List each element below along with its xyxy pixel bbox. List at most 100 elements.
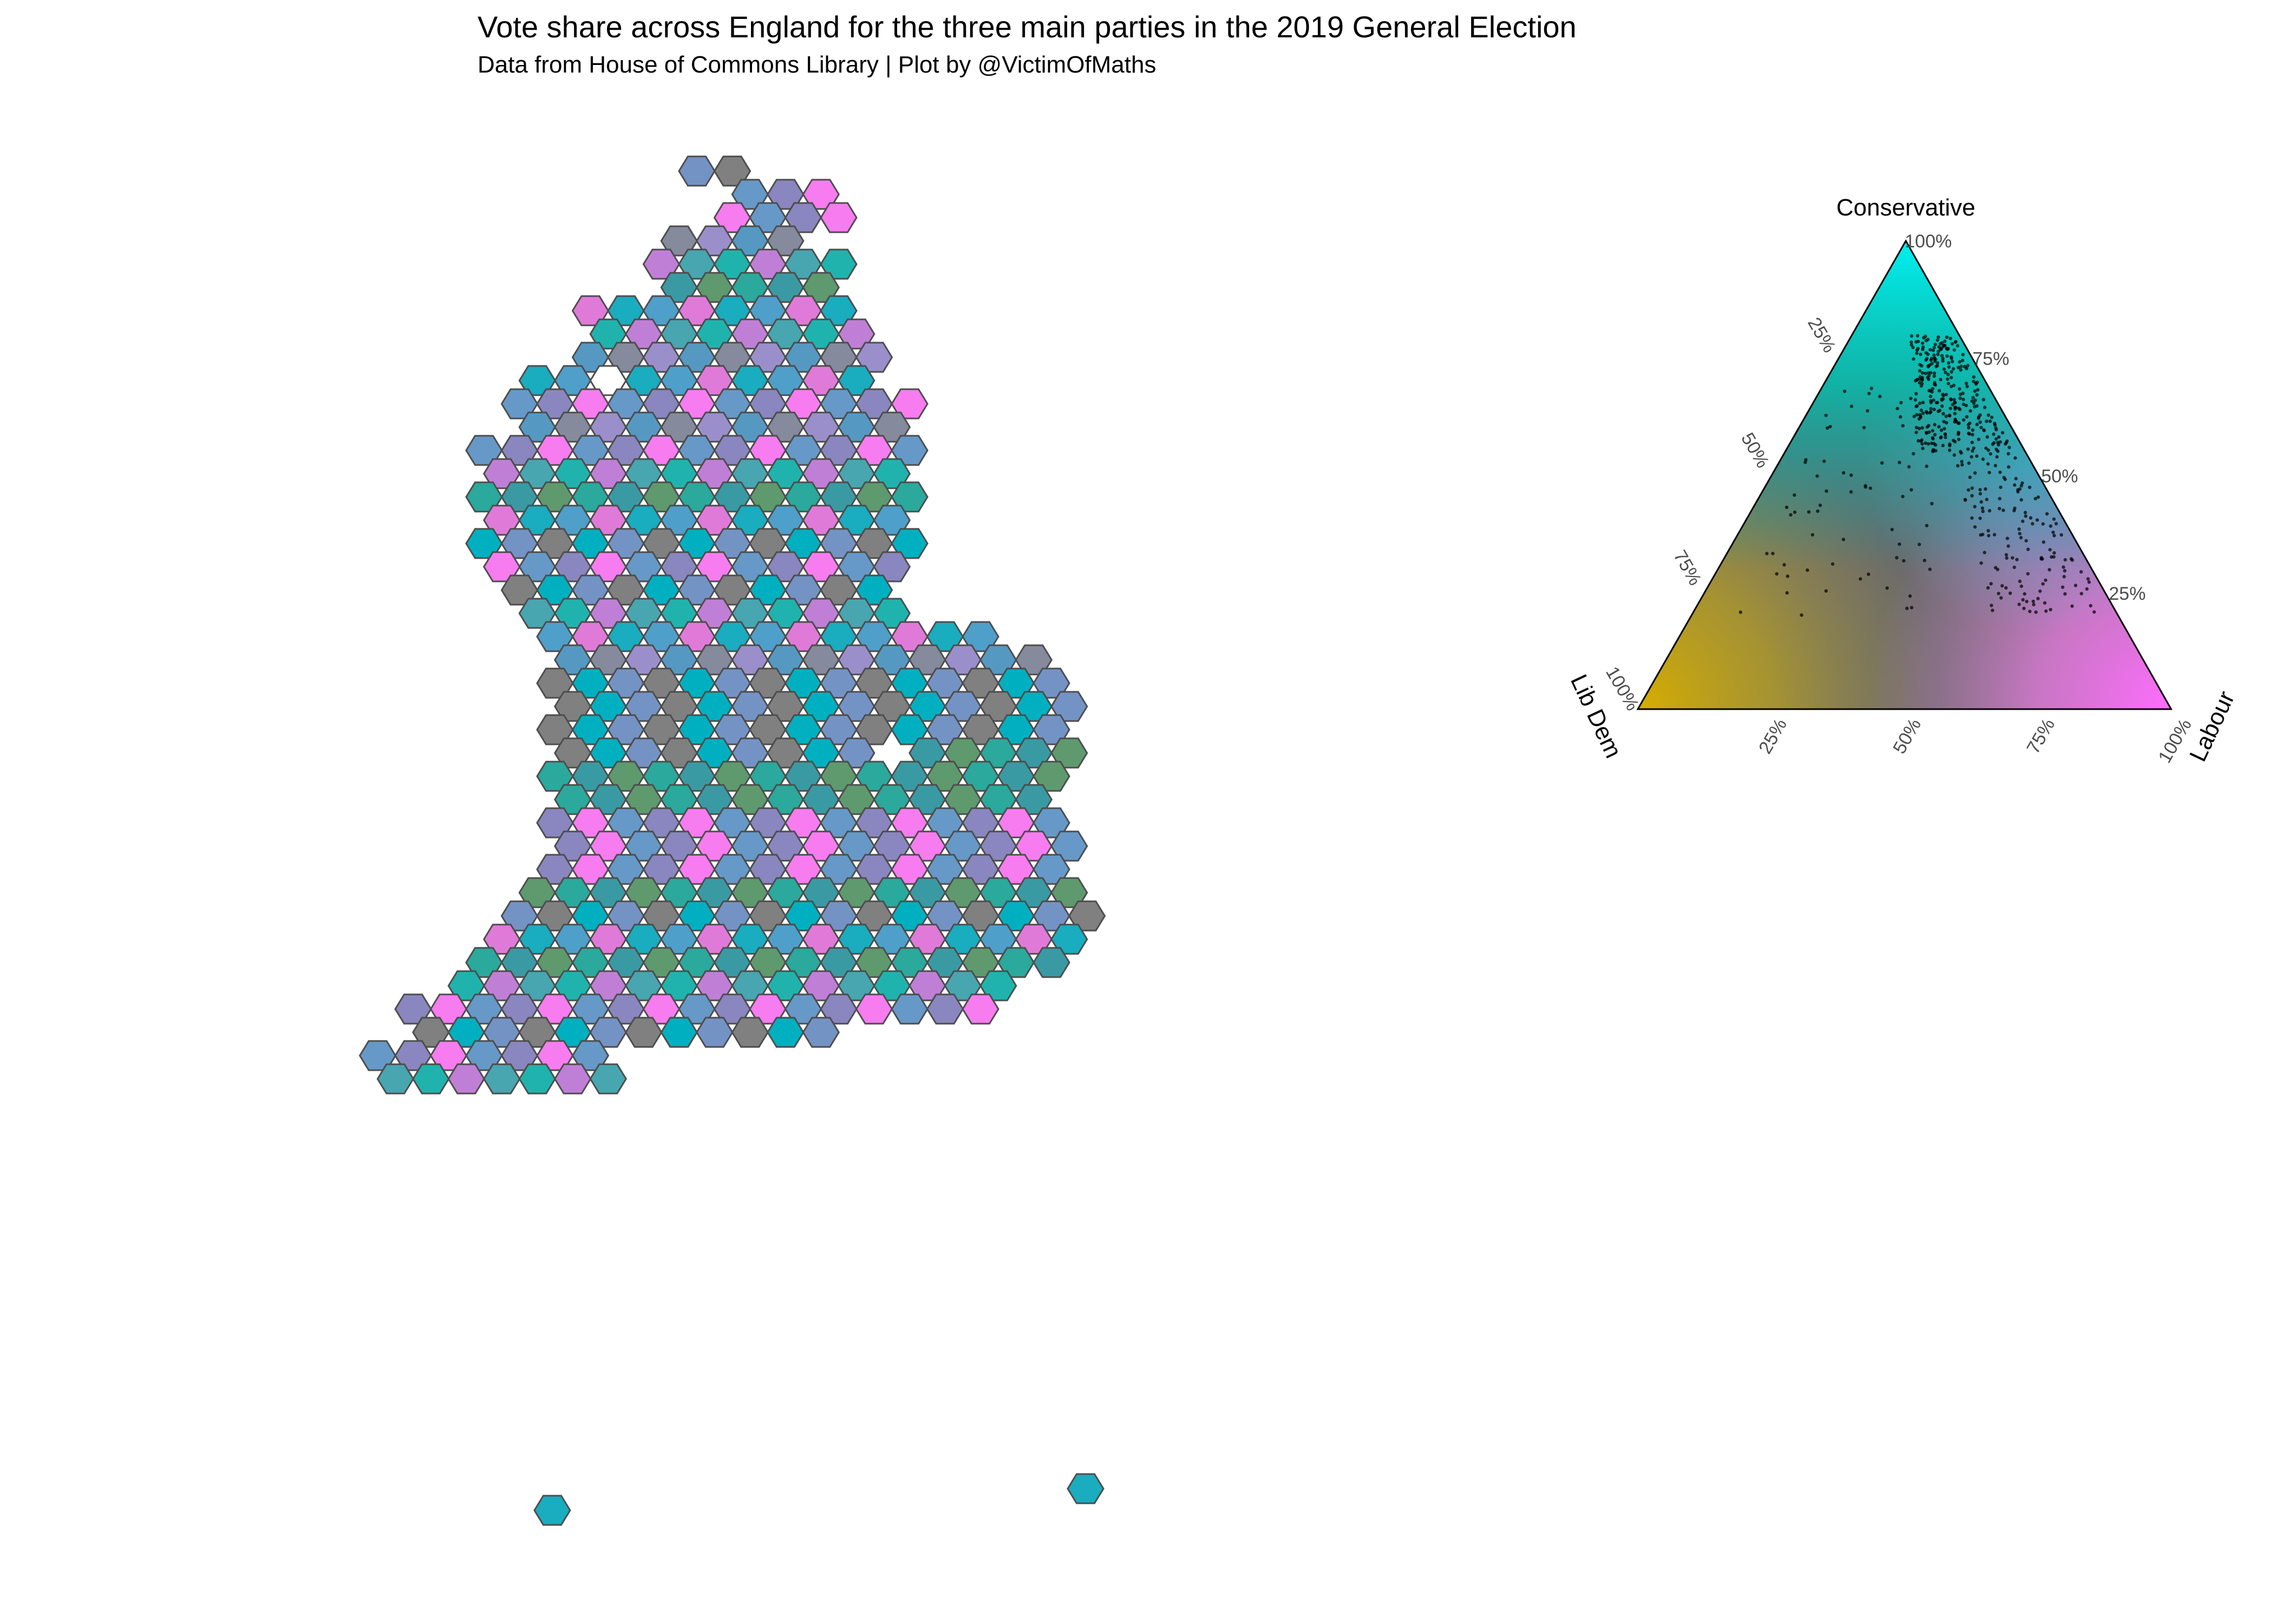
ternary-point xyxy=(1968,421,1972,425)
ternary-point xyxy=(2017,603,2021,606)
ternary-point xyxy=(1866,572,1871,577)
ternary-point xyxy=(1943,432,1947,436)
ternary-point xyxy=(2007,446,2011,449)
ternary-point xyxy=(1944,414,1948,418)
ternary-point xyxy=(1956,464,1960,468)
ternary-point xyxy=(1936,350,1940,353)
ternary-point xyxy=(1924,358,1928,362)
ternary-point xyxy=(1771,552,1775,555)
ternary-point xyxy=(2086,577,2090,581)
ternary-point xyxy=(2024,514,2028,518)
ternary-point xyxy=(1935,364,1939,368)
ternary-point xyxy=(2020,484,2023,488)
ternary-point xyxy=(1925,523,1929,528)
ternary-point xyxy=(1931,387,1935,391)
ternary-point xyxy=(1927,424,1931,428)
ternary-point xyxy=(1966,447,1970,451)
ternary-point xyxy=(1930,362,1934,365)
ternary-point xyxy=(1913,398,1917,402)
ternary-point xyxy=(1916,334,1919,338)
tick-left-100: 100% xyxy=(1602,663,1643,714)
ternary-point xyxy=(1948,448,1951,452)
ternary-point xyxy=(1918,401,1922,405)
ternary-point xyxy=(1824,589,1828,593)
ternary-point xyxy=(2012,565,2016,569)
ternary-point xyxy=(1974,382,1978,386)
ternary-point xyxy=(2032,603,2036,607)
ternary-point xyxy=(1959,451,1963,455)
ternary-point xyxy=(1932,371,1936,375)
ternary-point xyxy=(2048,568,2051,572)
ternary-point xyxy=(1963,364,1966,369)
ternary-point xyxy=(1931,437,1935,441)
ternary-point xyxy=(1901,495,1905,499)
ternary-point xyxy=(1926,371,1930,375)
ternary-point xyxy=(1841,538,1845,541)
ternary-point xyxy=(2026,547,2030,551)
ternary-point xyxy=(1970,433,1975,437)
ternary-point xyxy=(1739,610,1742,614)
ternary-point xyxy=(1983,551,1987,554)
ternary-point xyxy=(1825,489,1828,493)
ternary-point xyxy=(1974,398,1977,402)
ternary-point xyxy=(1902,559,1906,563)
ternary-point xyxy=(1912,357,1916,361)
ternary-point xyxy=(1804,458,1808,462)
ternary-point xyxy=(2043,601,2047,605)
ternary-point xyxy=(1824,414,1828,417)
ternary-point xyxy=(2024,539,2028,543)
ternary-point xyxy=(2023,592,2027,596)
ternary-point xyxy=(1957,437,1961,441)
ternary-point xyxy=(2028,610,2032,613)
ternary-point xyxy=(1937,389,1942,392)
ternary-point xyxy=(1948,444,1952,448)
ternary-point xyxy=(1994,437,1998,441)
ternary-point xyxy=(1962,397,1965,402)
ternary-point xyxy=(1921,447,1925,450)
ternary-point xyxy=(1972,379,1976,383)
ternary-point xyxy=(1999,485,2003,489)
ternary-point xyxy=(1953,418,1957,422)
ternary-point xyxy=(1978,516,1982,520)
ternary-point xyxy=(1988,509,1991,513)
ternary-point xyxy=(1973,389,1977,393)
ternary-point xyxy=(1818,503,1822,507)
ternary-point xyxy=(1921,401,1925,404)
ternary-point xyxy=(1945,354,1949,358)
ternary-point xyxy=(1978,492,1982,496)
ternary-point xyxy=(2092,610,2096,614)
ternary-point xyxy=(2052,551,2056,555)
ternary-point xyxy=(1914,378,1918,382)
ternary-point xyxy=(1978,413,1982,417)
ternary-point xyxy=(1987,413,1990,417)
ternary-point xyxy=(1993,423,1997,427)
ternary-point xyxy=(1921,345,1925,349)
ternary-point xyxy=(2079,570,2083,574)
ternary-point xyxy=(1831,562,1835,566)
ternary-point xyxy=(1849,473,1853,477)
ternary-point xyxy=(1930,502,1934,506)
ternary-point xyxy=(2036,597,2040,600)
ternary-point xyxy=(1920,438,1924,442)
ternary-point xyxy=(1885,586,1889,590)
ternary-point xyxy=(1806,568,1809,572)
ternary-point xyxy=(1932,398,1936,402)
ternary-point xyxy=(1936,352,1940,356)
ternary-point xyxy=(1782,563,1786,567)
ternary-point xyxy=(1997,507,2002,510)
ternary-point xyxy=(1988,470,1991,475)
ternary-point xyxy=(1811,533,1814,537)
ternary-point xyxy=(2041,522,2045,526)
ternary-point xyxy=(1924,430,1929,435)
ternary-point xyxy=(1939,378,1943,382)
ternary-point xyxy=(2018,579,2022,584)
ternary-point xyxy=(1990,415,1994,420)
ternary-point xyxy=(1910,334,1913,338)
ternary-point xyxy=(1933,383,1937,387)
ternary-point xyxy=(1956,365,1961,370)
ternary-point xyxy=(1849,490,1853,494)
ternary-point xyxy=(1870,387,1873,390)
ternary-point xyxy=(1933,359,1937,363)
tick-left-50: 50% xyxy=(1737,429,1773,472)
ternary-point xyxy=(1929,399,1933,403)
